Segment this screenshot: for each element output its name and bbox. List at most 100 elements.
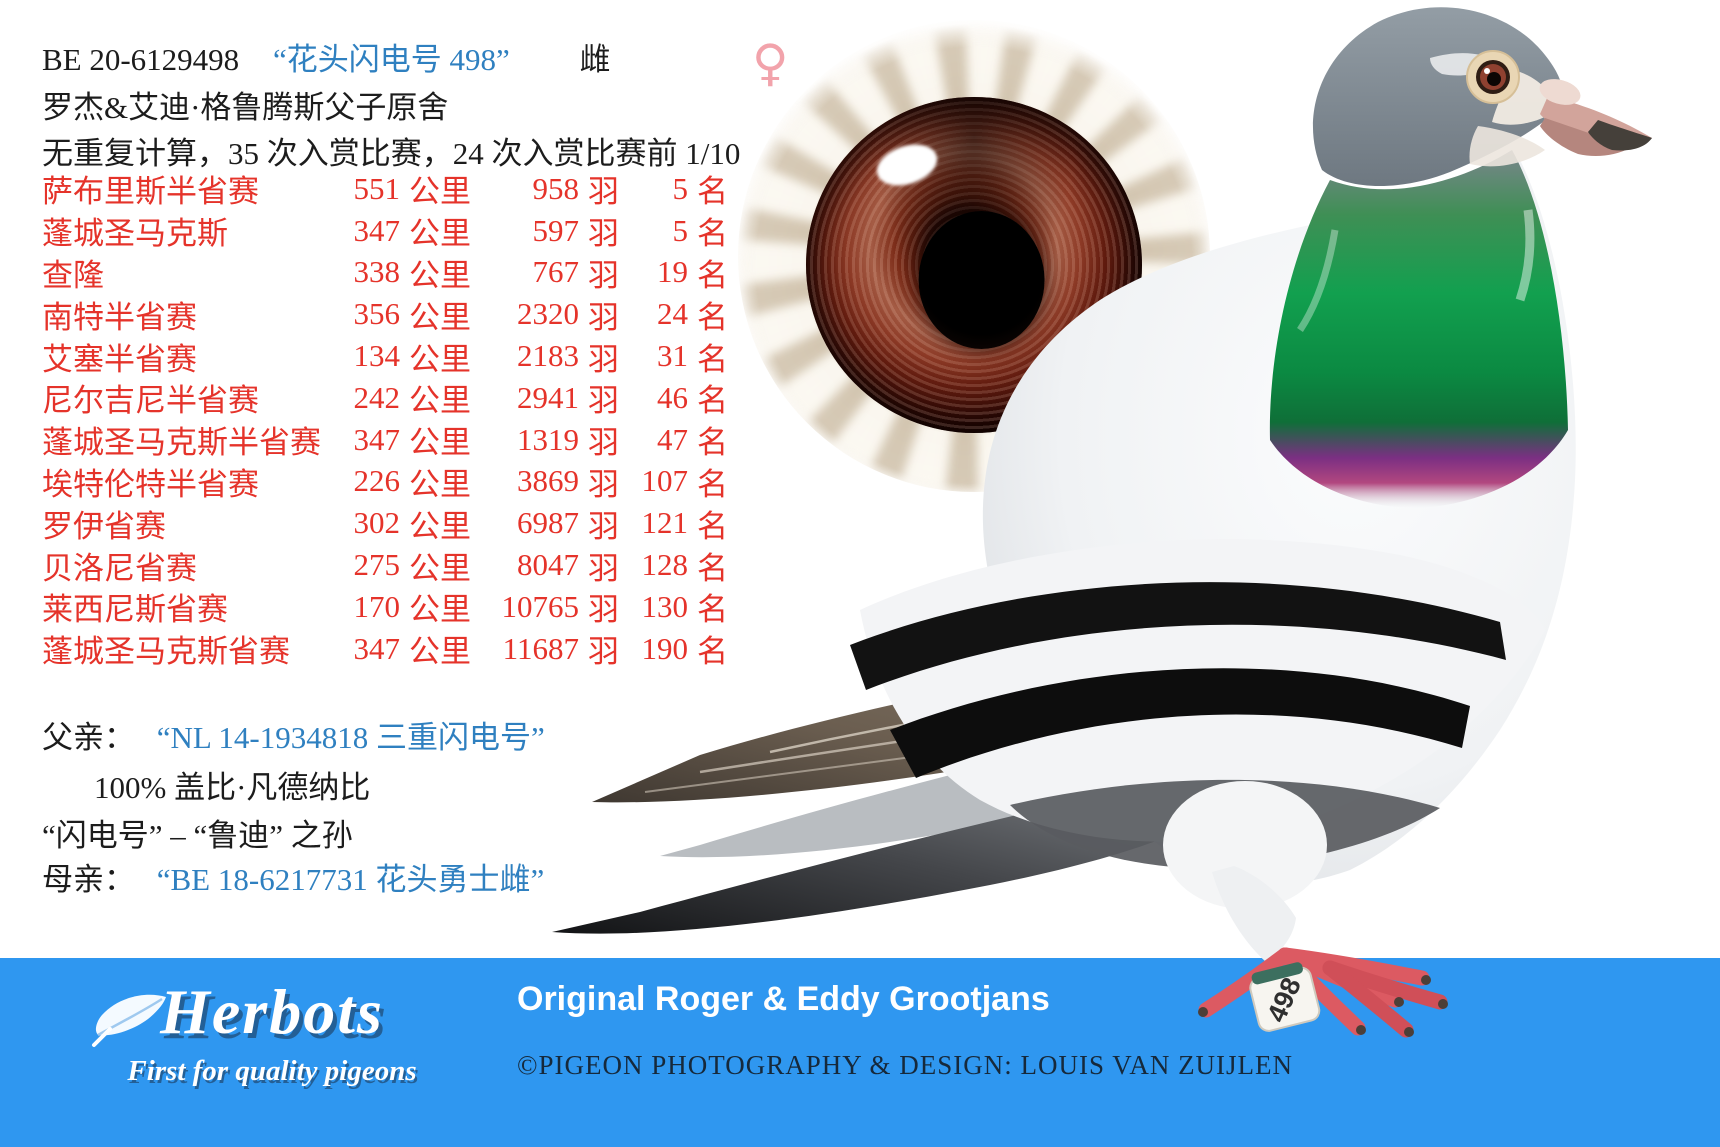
grandsire-line: “闪电号” – “鲁迪” 之孙 bbox=[42, 818, 353, 853]
birds-unit: 羽 bbox=[588, 425, 619, 461]
distance-unit: 公里 bbox=[409, 258, 471, 293]
birds-unit: 羽 bbox=[588, 592, 619, 628]
wing-shield bbox=[860, 539, 1545, 842]
rank-unit: 名 bbox=[697, 550, 728, 586]
neck-iridescence bbox=[1269, 150, 1568, 508]
mother-ring: “BE 18-6217731 花头勇士雌” bbox=[156, 862, 545, 897]
rank-unit: 名 bbox=[697, 425, 728, 461]
birds-unit: 羽 bbox=[588, 258, 619, 293]
rank-unit: 名 bbox=[697, 383, 728, 419]
distance-unit: 公里 bbox=[409, 466, 471, 502]
distance-unit: 公里 bbox=[409, 550, 471, 586]
race-distance: 338 bbox=[353, 254, 401, 290]
distance-unit: 公里 bbox=[409, 592, 471, 628]
wing-bar-lower bbox=[890, 668, 1470, 778]
race-birds: 6987 bbox=[517, 505, 579, 541]
table-row: 贝洛尼省赛 275 公里 8047 羽 128 名 bbox=[42, 544, 737, 586]
race-birds: 767 bbox=[532, 254, 580, 290]
race-name: 蓬城圣马克斯半省赛 bbox=[42, 425, 321, 461]
father-label: 父亲： bbox=[42, 720, 135, 755]
feather-separation-line bbox=[699, 690, 1251, 774]
race-rank: 5 bbox=[672, 170, 689, 206]
race-birds: 10765 bbox=[501, 588, 580, 624]
birds-unit: 羽 bbox=[588, 550, 619, 586]
birds-unit: 羽 bbox=[588, 174, 619, 210]
race-birds: 1319 bbox=[517, 421, 579, 457]
pigeon-eye-photo bbox=[738, 20, 1210, 492]
head-eye bbox=[1466, 50, 1520, 104]
race-distance: 242 bbox=[353, 379, 401, 415]
race-rank: 121 bbox=[641, 505, 689, 541]
race-results-table: 萨布里斯半省赛 551 公里 958 羽 5 名 蓬城圣马克斯 347 公里 5… bbox=[42, 168, 737, 670]
race-name: 埃特伦特半省赛 bbox=[42, 466, 259, 502]
race-name: 萨布里斯半省赛 bbox=[42, 174, 259, 210]
thigh-feathers bbox=[1163, 781, 1327, 909]
rank-unit: 名 bbox=[697, 634, 728, 670]
rank-unit: 名 bbox=[697, 466, 728, 502]
race-name: 艾塞半省赛 bbox=[42, 341, 197, 377]
neck-white-fleck bbox=[1515, 209, 1535, 302]
distance-unit: 公里 bbox=[409, 174, 471, 210]
table-row: 艾塞半省赛 134 公里 2183 羽 31 名 bbox=[42, 335, 737, 377]
race-birds: 958 bbox=[532, 170, 580, 206]
table-row: 尼尔吉尼半省赛 242 公里 2941 羽 46 名 bbox=[42, 377, 737, 419]
race-rank: 19 bbox=[657, 254, 688, 290]
distance-unit: 公里 bbox=[409, 299, 471, 335]
distance-unit: 公里 bbox=[409, 634, 471, 670]
table-row: 埃特伦特半省赛 226 公里 3869 羽 107 名 bbox=[42, 461, 737, 503]
neck-white-fleck bbox=[1297, 229, 1339, 332]
race-rank: 47 bbox=[657, 421, 688, 457]
beak-dark-tip bbox=[1588, 120, 1652, 151]
table-row: 莱西尼斯省赛 170 公里 10765 羽 130 名 bbox=[42, 586, 737, 628]
rank-unit: 名 bbox=[697, 299, 728, 335]
table-row: 蓬城圣马克斯省赛 347 公里 11687 羽 190 名 bbox=[42, 628, 737, 670]
race-birds: 597 bbox=[532, 212, 580, 248]
race-name: 蓬城圣马克斯省赛 bbox=[42, 634, 290, 670]
race-name: 尼尔吉尼半省赛 bbox=[42, 383, 259, 419]
race-distance: 170 bbox=[353, 588, 401, 624]
feather-separation-line bbox=[769, 670, 1241, 754]
race-rank: 107 bbox=[641, 463, 689, 499]
female-symbol: ♀ bbox=[752, 34, 789, 92]
loft-line: 罗杰&艾迪·格鲁腾斯父子原舍 bbox=[42, 90, 449, 125]
beak-upper bbox=[1540, 96, 1652, 151]
beak-lower bbox=[1540, 118, 1630, 156]
race-rank: 31 bbox=[657, 338, 688, 374]
chin-white-patch bbox=[1469, 126, 1545, 167]
birds-unit: 羽 bbox=[588, 466, 619, 502]
brand-name: Herbots bbox=[160, 976, 384, 1047]
birds-unit: 羽 bbox=[588, 383, 619, 419]
birds-unit: 羽 bbox=[588, 341, 619, 377]
race-rank: 130 bbox=[641, 588, 689, 624]
race-rank: 128 bbox=[641, 547, 689, 583]
sex-label: 雌 bbox=[579, 42, 611, 77]
race-distance: 347 bbox=[353, 630, 401, 666]
race-name: 蓬城圣马克斯 bbox=[42, 216, 228, 252]
rank-unit: 名 bbox=[697, 174, 728, 210]
race-birds: 2183 bbox=[517, 338, 579, 374]
tail-mid-feather bbox=[660, 720, 1200, 858]
rank-unit: 名 bbox=[697, 508, 728, 544]
table-row: 蓬城圣马克斯半省赛 347 公里 1319 羽 47 名 bbox=[42, 419, 737, 461]
race-name: 莱西尼斯省赛 bbox=[42, 592, 228, 628]
race-distance: 302 bbox=[353, 505, 401, 541]
race-rank: 190 bbox=[641, 630, 689, 666]
table-row: 南特半省赛 356 公里 2320 羽 24 名 bbox=[42, 293, 737, 335]
eye-pupil bbox=[918, 210, 1045, 349]
rank-unit: 名 bbox=[697, 341, 728, 377]
race-distance: 226 bbox=[353, 463, 401, 499]
head-white-patch bbox=[1430, 53, 1498, 76]
race-birds: 2941 bbox=[517, 379, 579, 415]
race-name: 南特半省赛 bbox=[42, 299, 197, 335]
race-distance: 347 bbox=[353, 212, 401, 248]
distance-unit: 公里 bbox=[409, 425, 471, 461]
father-line: 父亲： “NL 14-1934818 三重闪电号” bbox=[42, 712, 545, 757]
pigeon-head bbox=[1312, 7, 1652, 187]
table-row: 罗伊省赛 302 公里 6987 羽 121 名 bbox=[42, 502, 737, 544]
wing-bar-upper bbox=[850, 582, 1506, 690]
face-white-patch bbox=[1492, 72, 1556, 125]
race-name: 罗伊省赛 bbox=[42, 508, 166, 544]
race-birds: 11687 bbox=[502, 630, 579, 666]
beak-wattle bbox=[1539, 79, 1581, 105]
